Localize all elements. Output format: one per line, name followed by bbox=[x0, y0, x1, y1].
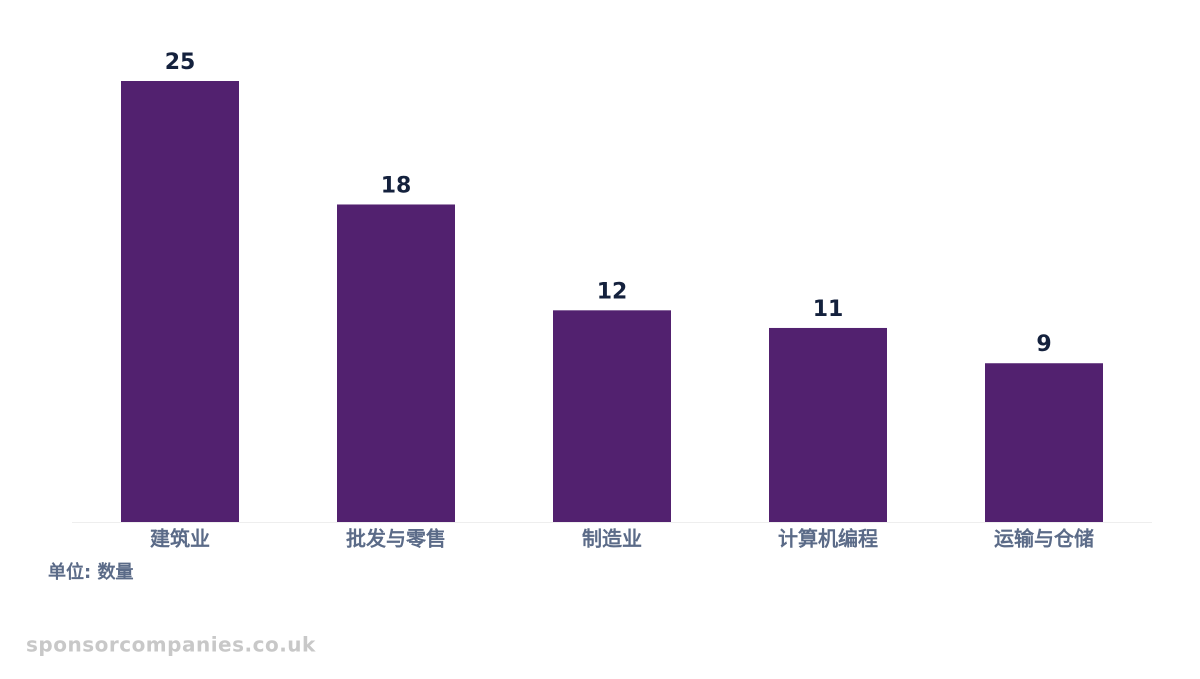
watermark: sponsorcompanies.co.uk bbox=[26, 633, 316, 657]
bar bbox=[337, 204, 455, 523]
value-label: 25 bbox=[165, 50, 196, 75]
bar bbox=[553, 310, 671, 522]
bar bbox=[121, 81, 239, 522]
x-tick-label: 计算机编程 bbox=[778, 527, 878, 551]
x-tick-label: 建筑业 bbox=[150, 527, 210, 551]
unit-label: 单位: 数量 bbox=[48, 561, 133, 583]
value-label: 11 bbox=[813, 297, 844, 322]
bar bbox=[769, 327, 887, 522]
value-label: 9 bbox=[1036, 332, 1051, 357]
x-tick-label: 批发与零售 bbox=[346, 527, 446, 551]
value-label: 18 bbox=[381, 173, 412, 198]
x-tick-label: 制造业 bbox=[582, 527, 642, 551]
x-tick-label: 运输与仓储 bbox=[994, 527, 1094, 551]
bar bbox=[985, 363, 1103, 522]
value-label: 12 bbox=[597, 279, 628, 304]
